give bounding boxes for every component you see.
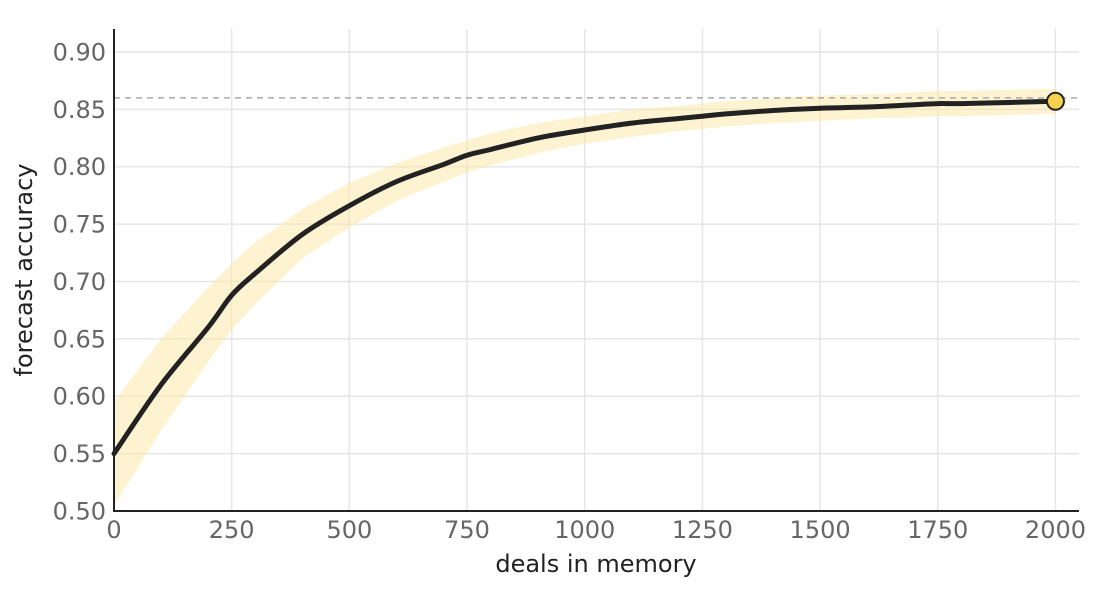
x-tick-label: 1750: [907, 516, 968, 544]
x-axis-label: deals in memory: [495, 550, 696, 578]
x-tick-label: 500: [326, 516, 372, 544]
y-tick-label: 0.60: [53, 383, 106, 411]
end-marker: [1045, 91, 1065, 111]
series-line-0: [111, 98, 1058, 457]
x-tick-label: 1500: [790, 516, 851, 544]
x-tick-label: 2000: [1025, 516, 1086, 544]
x-tick-label: 250: [209, 516, 255, 544]
x-tick-label: 1000: [554, 516, 615, 544]
y-tick-label: 0.65: [53, 325, 106, 353]
confidence-band: [114, 88, 1056, 506]
y-tick-label: 0.70: [53, 268, 106, 296]
y-tick-label: 0.75: [53, 211, 106, 239]
y-tick-label: 0.90: [53, 38, 106, 66]
band-layer: [114, 88, 1056, 506]
x-tick-label: 750: [444, 516, 490, 544]
tick-labels: 0 250 500 750 1000 1250 1500 1750 2000 0.50 0.55 0.…: [53, 38, 1086, 544]
x-tick-label: 1250: [672, 516, 733, 544]
y-tick-label: 0.80: [53, 153, 106, 181]
y-axis-label: forecast accuracy: [10, 164, 38, 377]
y-tick-label: 0.55: [53, 440, 106, 468]
line-layer: [111, 91, 1065, 457]
axes: [113, 29, 1079, 512]
y-tick-label: 0.50: [53, 498, 106, 526]
y-tick-label: 0.85: [53, 96, 106, 124]
x-tick-label: 0: [106, 516, 121, 544]
